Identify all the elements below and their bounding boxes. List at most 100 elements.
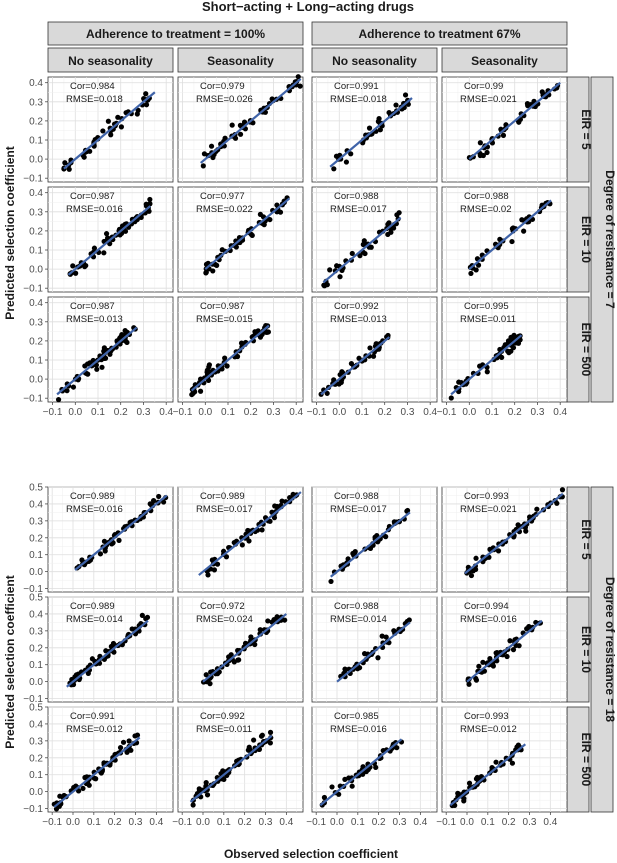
facet-panel: Cor=0.99 RMSE=0.021: [441, 76, 568, 183]
data-point: [97, 551, 104, 557]
x-tick-label: 0.3: [401, 407, 415, 418]
fit-line: [202, 613, 288, 683]
data-point: [228, 652, 234, 658]
facet-panel: Cor=0.988 RMSE=0.017: [311, 486, 438, 593]
x-tick-label: 0.4: [543, 817, 557, 828]
row-group-strip: [590, 76, 614, 403]
data-point: [366, 125, 373, 131]
x-tick-label: 0.2: [508, 407, 522, 418]
fit-line: [330, 511, 411, 578]
data-point: [66, 166, 72, 172]
y-tick-label: −0.1: [23, 694, 43, 705]
data-point: [190, 390, 196, 397]
rmse-label: RMSE=0.013: [330, 314, 387, 325]
data-point: [128, 747, 134, 753]
correlation-label: Cor=0.991: [334, 81, 379, 92]
rmse-label: RMSE=0.016: [66, 204, 123, 215]
data-point: [190, 802, 196, 808]
y-tick-label: −0.1: [23, 394, 43, 405]
facet-panel: Cor=0.979 RMSE=0.026: [177, 74, 304, 183]
rmse-label: RMSE=0.018: [66, 94, 123, 105]
y-axis-title-top: Predicted selection coefficient: [3, 146, 17, 319]
data-point: [156, 493, 162, 500]
data-point: [81, 154, 87, 160]
data-point: [209, 557, 215, 563]
data-point: [89, 656, 95, 662]
row-label: EIR = 5: [579, 109, 593, 150]
y-tick-label: 0.4: [29, 78, 43, 89]
rmse-label: RMSE=0.021: [460, 94, 517, 105]
rmse-label: RMSE=0.018: [330, 94, 387, 105]
data-point: [267, 729, 274, 735]
x-tick-label: −0.1: [307, 407, 327, 418]
y-tick-label: 0.1: [29, 550, 43, 561]
correlation-label: Cor=0.989: [70, 491, 115, 502]
data-point: [367, 345, 373, 351]
data-point: [115, 114, 121, 120]
data-point: [100, 128, 106, 134]
data-point: [249, 232, 255, 239]
data-point: [62, 160, 68, 166]
data-point: [119, 332, 125, 338]
column-label: Seasonality: [471, 54, 538, 68]
data-point: [235, 657, 241, 663]
x-tick-label: 0.0: [66, 817, 80, 828]
data-point: [91, 245, 98, 251]
fit-line: [63, 91, 156, 170]
x-tick-label: 0.1: [221, 407, 235, 418]
facet-panel: Cor=0.972 RMSE=0.024: [177, 596, 304, 703]
facet-panel: Cor=0.989 RMSE=0.017: [177, 486, 304, 593]
facet-panel: Cor=0.985 RMSE=0.016: [311, 706, 438, 813]
data-point: [510, 647, 517, 653]
correlation-label: Cor=0.987: [70, 191, 115, 202]
y-tick-label: 0.3: [29, 626, 43, 637]
data-point: [122, 228, 129, 234]
rmse-label: RMSE=0.012: [66, 724, 123, 735]
data-point: [342, 666, 348, 672]
facet-panel: Cor=0.993 RMSE=0.012: [441, 706, 568, 813]
data-point: [282, 617, 288, 623]
data-point: [99, 364, 105, 370]
x-tick-label: 0.0: [198, 407, 212, 418]
data-point: [499, 354, 505, 361]
rmse-label: RMSE=0.016: [66, 504, 123, 515]
data-point: [493, 650, 499, 656]
row-label: EIR = 500: [579, 733, 593, 787]
data-point: [375, 655, 381, 661]
data-point: [504, 653, 510, 660]
data-point: [484, 369, 490, 375]
y-tick-label: 0.1: [29, 660, 43, 671]
x-tick-label: −0.1: [437, 407, 457, 418]
data-point: [510, 345, 517, 351]
y-tick-label: 0.0: [29, 677, 43, 688]
x-tick-label: 0.3: [137, 407, 151, 418]
y-tick-label: 0.4: [29, 609, 43, 620]
y-tick-label: 0.0: [29, 787, 43, 798]
fit-line: [198, 491, 302, 576]
x-axis-title: Observed selection coefficient: [224, 847, 398, 861]
data-point: [334, 263, 340, 269]
rmse-label: RMSE=0.013: [66, 314, 123, 325]
row-label: EIR = 10: [579, 216, 593, 263]
facet-panel: Cor=0.993 RMSE=0.021: [441, 486, 568, 593]
data-point: [108, 132, 114, 138]
data-point: [277, 209, 284, 215]
rmse-label: RMSE=0.014: [66, 614, 123, 625]
y-tick-label: 0.4: [29, 188, 43, 199]
y-tick-label: 0.1: [29, 356, 43, 367]
x-tick-label: 0.2: [244, 407, 258, 418]
x-tick-label: 0.1: [351, 817, 365, 828]
fit-line: [450, 334, 523, 396]
data-point: [473, 675, 479, 682]
rmse-label: RMSE=0.012: [460, 724, 517, 735]
x-tick-label: −0.1: [42, 817, 62, 828]
data-point: [139, 612, 145, 618]
y-tick-label: 0.2: [29, 753, 43, 764]
data-point: [331, 377, 337, 383]
data-point: [331, 166, 337, 172]
y-tick-label: 0.3: [29, 317, 43, 328]
data-point: [124, 339, 130, 346]
x-tick-label: 0.4: [553, 407, 567, 418]
data-point: [143, 616, 149, 622]
